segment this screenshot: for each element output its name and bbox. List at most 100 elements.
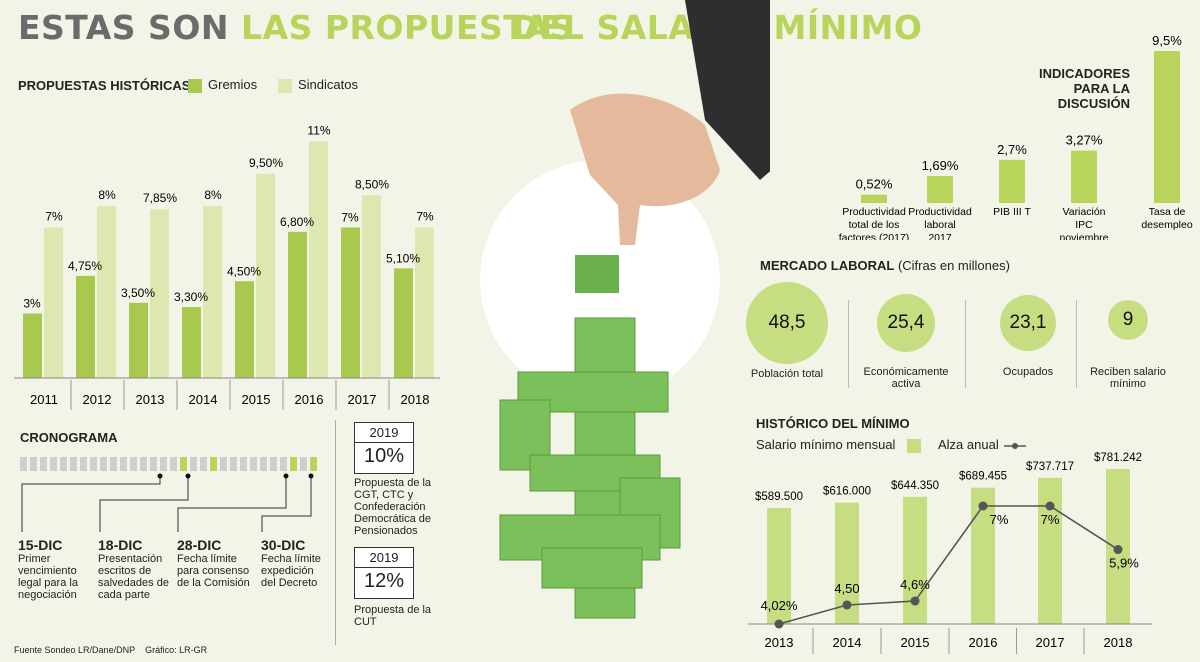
bar-gremios	[394, 268, 413, 378]
salario-value-label: $589.500	[755, 491, 803, 503]
footer: Fuente Sondeo LR/Dane/DNP Gráfico: LR-GR	[14, 645, 208, 655]
indicadores-chart: 0,52%1,69%2,7%3,27%9,5%Productividadtota…	[839, 33, 1193, 240]
x-tick-label: 2014	[189, 392, 218, 407]
indicator-category-label: Variación	[1063, 206, 1106, 218]
alza-anual-label: 4,6%	[900, 577, 930, 592]
timeline-day	[90, 457, 97, 471]
legend-salario-swatch	[907, 438, 922, 453]
indicator-category-label: IPC	[1075, 219, 1093, 231]
legend-gremios: Gremios	[188, 77, 257, 93]
indicator-bar	[861, 194, 887, 203]
timeline-day	[30, 457, 37, 471]
bar-gremios	[288, 231, 307, 378]
timeline-day-highlighted	[180, 457, 187, 471]
indicator-category-label: 2017	[928, 232, 952, 240]
timeline-day	[230, 457, 237, 471]
timeline-day	[50, 457, 57, 471]
legend-alza-marker	[1004, 442, 1027, 449]
indicator-bar	[927, 175, 953, 203]
data-label-sindicatos: 8%	[98, 188, 116, 202]
legend-alza: Alza anual	[938, 437, 1028, 452]
timeline-day	[110, 457, 117, 471]
timeline-day	[270, 457, 277, 471]
divider	[335, 420, 336, 645]
bar-gremios	[76, 275, 95, 378]
data-label-sindicatos: 8%	[204, 188, 222, 202]
indicator-bar	[1154, 51, 1180, 203]
legend-sindicatos: Sindicatos	[278, 77, 358, 93]
divider	[1076, 300, 1077, 388]
label-ocupados: Ocupados	[1002, 366, 1054, 378]
data-label-gremios: 3,50%	[121, 286, 155, 300]
timeline-day	[120, 457, 127, 471]
indicator-category-label: desempleo	[1141, 219, 1193, 231]
historico-heading: HISTÓRICO DEL MÍNIMO	[756, 416, 910, 431]
timeline-day	[80, 457, 87, 471]
salario-value-label: $781.242	[1094, 452, 1142, 464]
timeline-day	[70, 457, 77, 471]
data-label-gremios: 4,75%	[68, 259, 102, 273]
timeline-day	[150, 457, 157, 471]
event-30-dic: 30-DIC Fecha límite expedición del Decre…	[261, 537, 321, 589]
x-tick-label: 2011	[30, 392, 58, 407]
bar-sindicatos	[97, 206, 116, 378]
timeline-day	[20, 457, 27, 471]
bar-gremios	[182, 307, 201, 378]
data-label-sindicatos: 9,50%	[249, 156, 283, 170]
alza-anual-point	[1113, 545, 1123, 555]
timeline-day-highlighted	[310, 457, 317, 471]
salario-bar	[767, 508, 791, 624]
legend-salario: Salario mínimo mensual	[756, 437, 927, 453]
circle-activa: 25,4	[877, 294, 935, 352]
indicator-category-label: Productividad	[908, 206, 972, 218]
data-label-sindicatos: 7,85%	[143, 191, 177, 205]
propuesta-2019-cut-text: Propuesta de la CUT	[354, 604, 432, 628]
divider	[848, 300, 849, 388]
indicator-value-label: 3,27%	[1066, 133, 1103, 148]
propuesta-2019-cut-box: 2019 12%	[354, 547, 414, 599]
salario-value-label: $737.717	[1026, 461, 1074, 473]
x-tick-label: 2018	[401, 392, 430, 407]
legend-gremios-swatch	[188, 78, 202, 93]
timeline-day	[260, 457, 267, 471]
salario-value-label: $644.350	[891, 480, 939, 492]
data-label-sindicatos: 7%	[416, 210, 434, 224]
x-tick-label: 2013	[765, 635, 794, 650]
propuesta-2019-cgt-box: 2019 10%	[354, 422, 414, 474]
timeline-day	[190, 457, 197, 471]
timeline-day-highlighted	[290, 457, 297, 471]
divider	[965, 300, 966, 388]
timeline-day	[40, 457, 47, 471]
bar-sindicatos	[203, 206, 222, 378]
cronograma-connectors	[21, 473, 314, 532]
indicator-category-label: factores (2017)	[839, 232, 910, 240]
timeline-day	[100, 457, 107, 471]
circle-poblacion: 48,5	[746, 282, 828, 364]
salario-bar	[1038, 477, 1062, 624]
bar-sindicatos	[362, 195, 381, 378]
circle-ocupados: 23,1	[1000, 295, 1056, 351]
x-tick-label: 2018	[1104, 635, 1133, 650]
cronograma-timeline	[20, 457, 320, 473]
bar-gremios	[129, 302, 148, 378]
alza-anual-point	[1045, 501, 1055, 511]
indicator-category-label: noviembre	[1059, 232, 1108, 240]
data-label-sindicatos: 7%	[45, 210, 63, 224]
timeline-day	[240, 457, 247, 471]
data-label-gremios: 6,80%	[280, 215, 314, 229]
bar-sindicatos	[256, 173, 275, 378]
mercado-heading: MERCADO LABORAL (Cifras en millones)	[760, 258, 1010, 273]
indicator-category-label: PIB III T	[993, 206, 1031, 218]
event-15-dic: 15-DIC Primer vencimiento legal para la …	[18, 537, 78, 601]
timeline-day	[160, 457, 167, 471]
bar-gremios	[235, 281, 254, 378]
timeline-day	[300, 457, 307, 471]
indicator-value-label: 9,5%	[1152, 33, 1182, 48]
event-18-dic: 18-DIC Presentación escritos de salvedad…	[98, 537, 169, 601]
x-tick-label: 2016	[295, 392, 324, 407]
indicator-value-label: 1,69%	[922, 158, 959, 173]
salario-value-label: $616.000	[823, 486, 871, 498]
bar-sindicatos	[415, 227, 434, 378]
label-activa: Económicamente activa	[863, 366, 949, 390]
historico-chart: $589.500 2013 $616.000 2014 $644.350 2015 $689…	[748, 452, 1152, 654]
